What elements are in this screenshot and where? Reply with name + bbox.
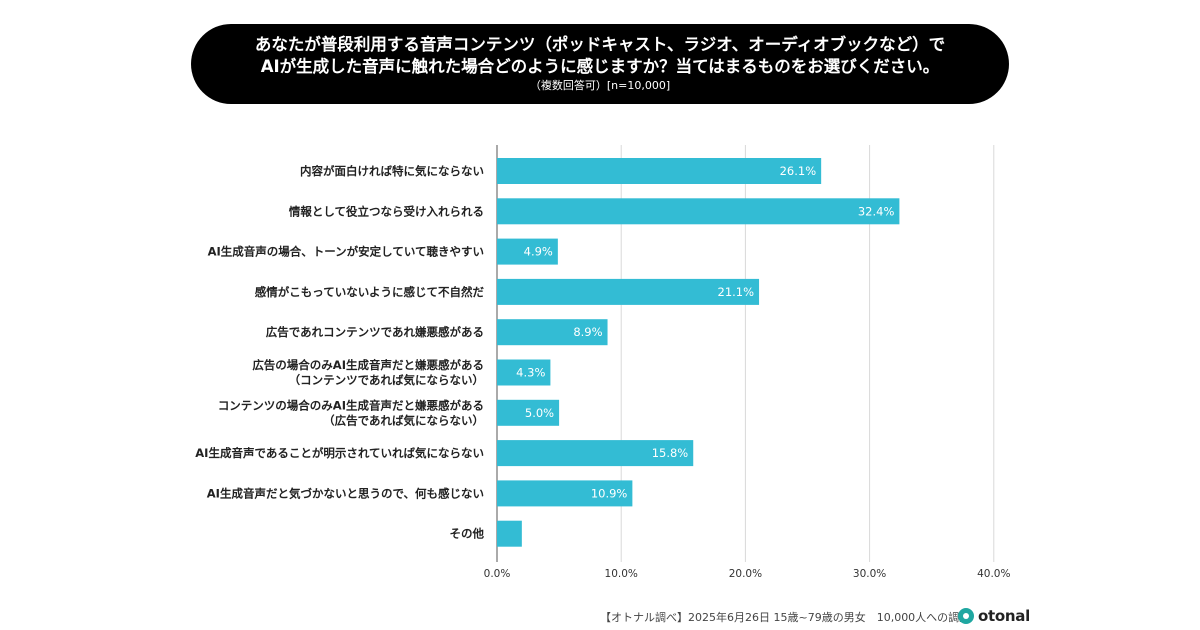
title-line-2: AIが生成した音声に触れた場合どのように感じますか？当てはまるものをお選びくださ… <box>260 57 940 76</box>
category-label: AI生成音声の場合、トーンが安定していて聴きやすい <box>208 245 484 259</box>
logo-text: otonal <box>978 607 1030 625</box>
category-label: コンテンツの場合のみAI生成音声だと嫌悪感がある <box>218 398 484 412</box>
x-tick-label: 20.0% <box>729 568 762 580</box>
title-subtitle: （複数回答可）[n=10,000] <box>529 79 671 92</box>
bar-value-label: 4.9% <box>524 245 553 259</box>
otonal-logo-icon <box>958 608 974 624</box>
bar <box>497 158 822 184</box>
bar-value-label: 8.9% <box>573 325 602 339</box>
title-line-1: あなたが普段利用する音声コンテンツ（ポッドキャスト、ラジオ、オーディオブックなど… <box>254 35 946 54</box>
bar-value-label: 32.4% <box>858 204 895 218</box>
category-label: （広告であれば気にならない） <box>323 413 484 427</box>
bar-value-label: 4.3% <box>516 366 545 380</box>
category-label: 広告であれコンテンツであれ嫌悪感がある <box>266 325 484 339</box>
brand-logo: otonal <box>958 605 1030 627</box>
bar-value-label: 21.1% <box>718 285 755 299</box>
category-label: （コンテンツであれば気にならない） <box>289 373 484 387</box>
bar <box>497 238 558 265</box>
category-label: AI生成音声であることが明示されていれば気にならない <box>195 446 484 460</box>
bar <box>497 198 900 225</box>
title-banner: あなたが普段利用する音声コンテンツ（ポッドキャスト、ラジオ、オーディオブックなど… <box>191 24 1009 104</box>
bar-value-label: 26.1% <box>780 164 817 178</box>
category-label: 感情がこもっていないように感じて不自然だ <box>255 285 485 299</box>
category-label: 広告の場合のみAI生成音声だと嫌悪感がある <box>252 358 484 372</box>
category-label: AI生成音声だと気づかないと思うので、何も感じない <box>207 486 484 500</box>
bar <box>497 440 694 467</box>
bar <box>497 480 633 507</box>
bar-value-label: 10.9% <box>591 486 628 500</box>
bar-value-label: 15.8% <box>652 446 689 460</box>
category-label: その他 <box>450 527 485 541</box>
bar <box>497 319 608 346</box>
x-tick-label: 10.0% <box>605 568 638 580</box>
bar <box>497 399 560 426</box>
bar <box>497 278 760 305</box>
bar-value-label: 5.0% <box>525 406 554 420</box>
x-tick-label: 40.0% <box>977 568 1010 580</box>
bar <box>497 359 551 386</box>
category-label: 情報として役立つなら受け入れられる <box>288 204 484 218</box>
category-label: 内容が面白ければ特に気にならない <box>300 164 484 178</box>
bar <box>497 520 522 547</box>
x-tick-label: 30.0% <box>853 568 886 580</box>
source-note: 【オトナル調べ】2025年6月26日 15歳~79歳の男女 10,000人への調… <box>600 611 971 624</box>
x-tick-label: 0.0% <box>484 568 511 580</box>
